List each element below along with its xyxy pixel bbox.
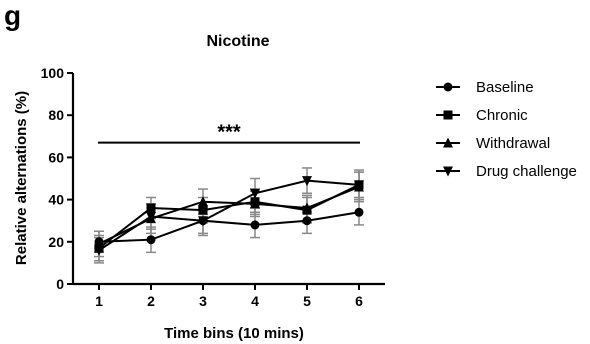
data-point-baseline: [146, 235, 156, 245]
data-point-baseline: [302, 216, 312, 226]
data-point-withdrawal: [250, 198, 260, 209]
data-point-withdrawal: [302, 202, 312, 213]
data-point-drug-challenge: [146, 211, 156, 222]
chart-title: Nicotine: [206, 33, 269, 50]
y-tick-label: 80: [48, 107, 64, 123]
series-line-chronic: [98, 183, 360, 249]
legend-label-baseline: Baseline: [476, 79, 534, 96]
data-point-drug-challenge: [94, 245, 104, 256]
data-point-drug-challenge: [302, 176, 312, 187]
x-tick-label: 5: [303, 293, 311, 309]
plot-area: 0 20 40 60 80 100 1 2 3 4 5 6 ***: [41, 65, 385, 309]
y-tick-label: 0: [56, 276, 64, 292]
legend-marker-chronic: [443, 110, 453, 120]
legend-marker-baseline: [443, 82, 453, 92]
x-tick-label: 6: [355, 293, 363, 309]
data-point-drug-challenge: [250, 188, 260, 199]
series-line-baseline: [98, 211, 360, 243]
panel-label: g: [4, 0, 22, 31]
x-tick-label: 1: [95, 293, 103, 309]
data-point-drug-challenge: [198, 216, 208, 227]
legend-label-drug-challenge: Drug challenge: [476, 163, 577, 180]
x-tick-label: 4: [251, 293, 259, 309]
legend-marker-withdrawal: [443, 137, 453, 148]
y-axis-title: Relative alternations (%): [13, 91, 30, 265]
data-point-withdrawal: [198, 196, 208, 207]
legend-marker-drug-challenge: [443, 166, 453, 177]
x-tick-label: 2: [147, 293, 155, 309]
x-axis-title: Time bins (10 mins): [164, 325, 304, 342]
legend-label-chronic: Chronic: [476, 107, 528, 124]
data-point-baseline: [250, 220, 260, 230]
series-line-drug-challenge: [98, 179, 360, 252]
y-tick-label: 20: [48, 234, 64, 250]
y-tick-label: 60: [48, 149, 64, 165]
data-point-drug-challenge: [354, 180, 364, 191]
data-point-chronic: [146, 203, 156, 213]
data-point-baseline: [354, 207, 364, 217]
series-line-withdrawal: [98, 186, 360, 245]
significance-label: ***: [217, 122, 241, 144]
legend-label-withdrawal: Withdrawal: [476, 135, 550, 152]
legend: Baseline Chronic Withdrawal Drug challenge: [436, 79, 577, 180]
y-tick-label: 40: [48, 192, 64, 208]
data-point-chronic: [198, 205, 208, 215]
y-tick-label: 100: [41, 65, 65, 81]
x-tick-label: 3: [199, 293, 207, 309]
